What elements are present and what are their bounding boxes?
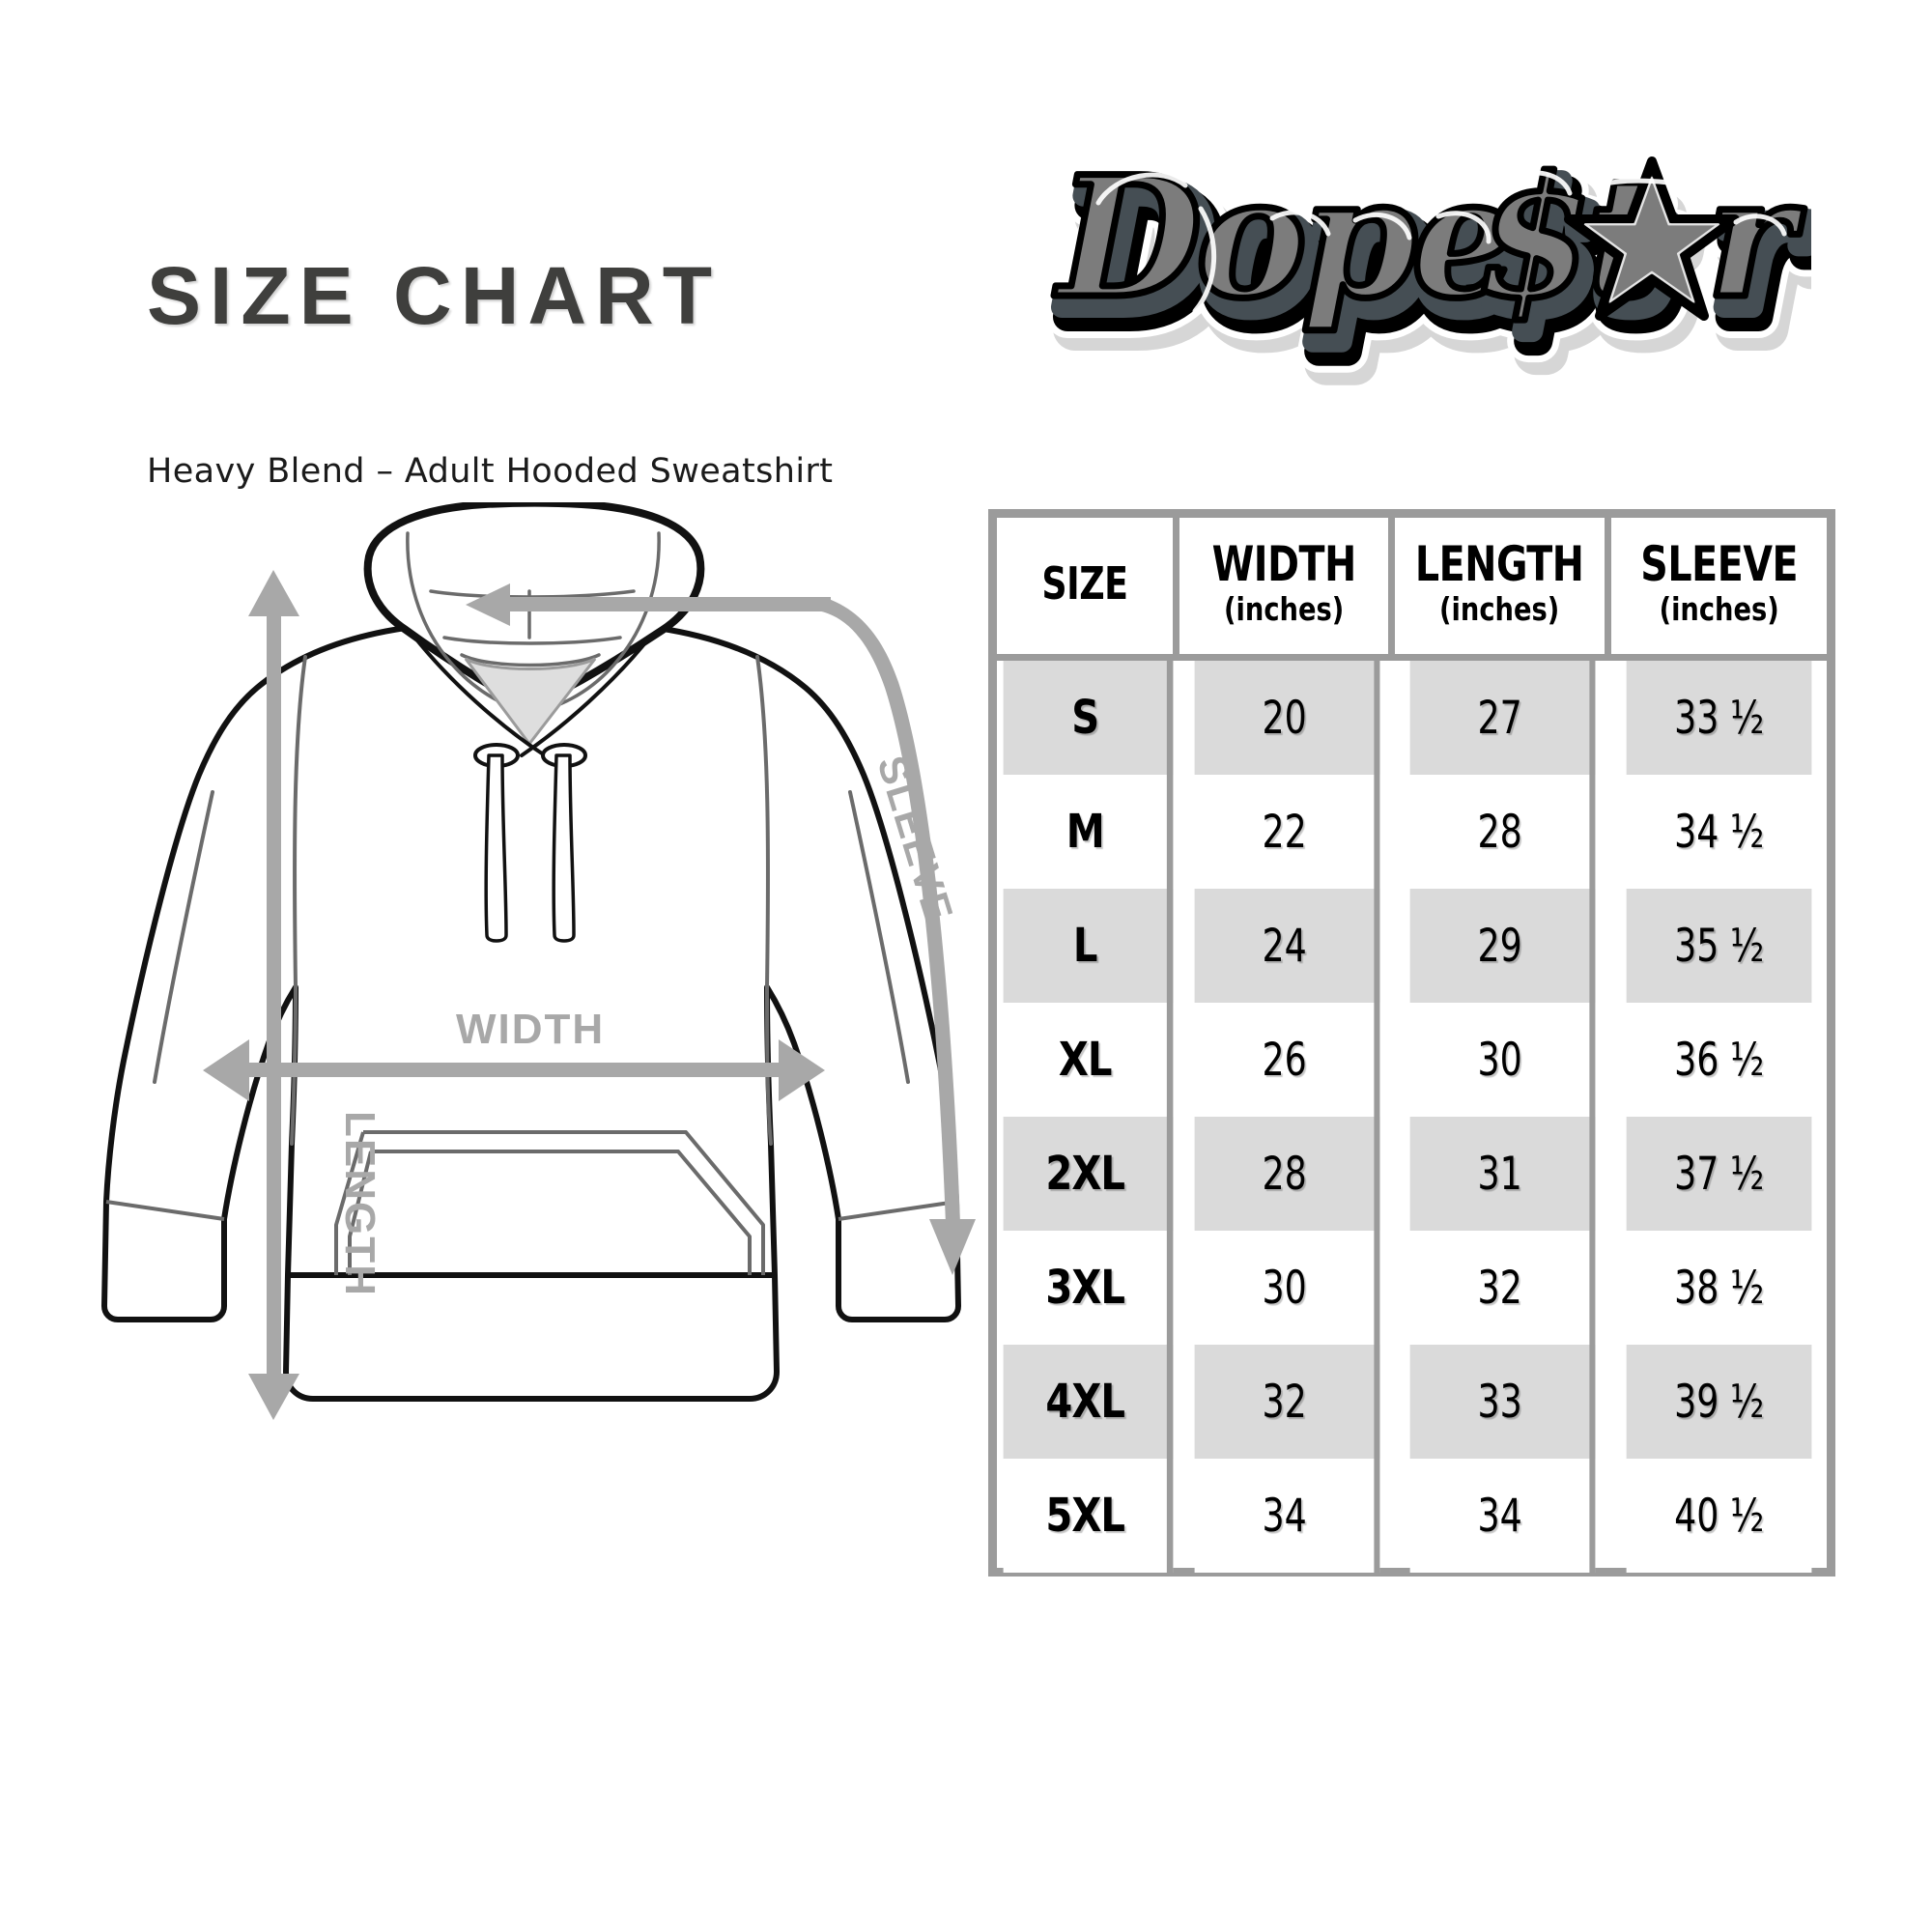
cell-size: 5XL — [1003, 1459, 1174, 1573]
cell-sleeve: 33 ½ — [1626, 661, 1812, 775]
width-label: WIDTH — [456, 1006, 605, 1053]
dope-star-logo: Dope $t r — [1048, 114, 1811, 404]
cell-length: 34 — [1409, 1459, 1596, 1573]
header-main-length: LENGTH — [1415, 536, 1584, 593]
table-row: S 20 27 33 ½ — [997, 661, 1827, 775]
column-header-sleeve: SLEEVE (inches) — [1610, 518, 1827, 661]
header-sub-width: (inches) — [1224, 590, 1345, 629]
cell-width: 34 — [1194, 1459, 1380, 1573]
cell-length: 27 — [1409, 661, 1596, 775]
table-row: 3XL 30 32 38 ½ — [997, 1231, 1827, 1345]
cell-sleeve: 38 ½ — [1626, 1231, 1812, 1345]
cell-sleeve: 37 ½ — [1626, 1117, 1812, 1231]
cell-width: 26 — [1194, 1003, 1380, 1117]
cell-length: 30 — [1409, 1003, 1596, 1117]
cell-width: 24 — [1194, 889, 1380, 1003]
table-row: 2XL 28 31 37 ½ — [997, 1117, 1827, 1231]
length-label: LENGTH — [336, 1111, 384, 1297]
cell-width: 20 — [1194, 661, 1380, 775]
header-main-size: SIZE — [1041, 557, 1128, 611]
cell-length: 32 — [1409, 1231, 1596, 1345]
table-row: L 24 29 35 ½ — [997, 889, 1827, 1003]
cell-width: 22 — [1194, 775, 1380, 889]
cell-size: 3XL — [1003, 1231, 1174, 1345]
header-main-sleeve: SLEEVE — [1639, 536, 1798, 593]
cell-size: 4XL — [1003, 1345, 1174, 1459]
page-title: SIZE CHART — [147, 250, 721, 341]
cell-length: 28 — [1409, 775, 1596, 889]
cell-size: M — [1003, 775, 1174, 889]
header-sub-sleeve: (inches) — [1659, 590, 1779, 629]
column-header-length: LENGTH (inches) — [1395, 518, 1611, 661]
length-measure — [248, 570, 299, 1420]
cell-length: 33 — [1409, 1345, 1596, 1459]
cell-length: 31 — [1409, 1117, 1596, 1231]
table-row: 5XL 34 34 40 ½ — [997, 1459, 1827, 1573]
size-table-container: SIZE WIDTH (inches) LENGTH (inches) SLEE… — [988, 509, 1835, 1577]
table-header-row: SIZE WIDTH (inches) LENGTH (inches) SLEE… — [997, 518, 1827, 661]
table-row: 4XL 32 33 39 ½ — [997, 1345, 1827, 1459]
cell-width: 32 — [1194, 1345, 1380, 1459]
page-subtitle: Heavy Blend – Adult Hooded Sweatshirt — [147, 452, 834, 491]
cell-size: L — [1003, 889, 1174, 1003]
cell-sleeve: 34 ½ — [1626, 775, 1812, 889]
table-row: XL 26 30 36 ½ — [997, 1003, 1827, 1117]
cell-sleeve: 40 ½ — [1626, 1459, 1812, 1573]
hoodie-diagram: WIDTH LENGTH SLEEVE — [87, 502, 976, 1594]
header-main-width: WIDTH — [1211, 536, 1357, 593]
cell-width: 28 — [1194, 1117, 1380, 1231]
column-header-size: SIZE — [997, 518, 1179, 661]
column-header-width: WIDTH (inches) — [1179, 518, 1396, 661]
cell-width: 30 — [1194, 1231, 1380, 1345]
header-sub-length: (inches) — [1439, 590, 1560, 629]
cell-sleeve: 39 ½ — [1626, 1345, 1812, 1459]
cell-size: XL — [1003, 1003, 1174, 1117]
sleeve-measure — [466, 583, 976, 1275]
size-table: SIZE WIDTH (inches) LENGTH (inches) SLEE… — [997, 518, 1827, 1573]
cell-length: 29 — [1409, 889, 1596, 1003]
cell-sleeve: 35 ½ — [1626, 889, 1812, 1003]
table-row: M 22 28 34 ½ — [997, 775, 1827, 889]
cell-sleeve: 36 ½ — [1626, 1003, 1812, 1117]
cell-size: 2XL — [1003, 1117, 1174, 1231]
cell-size: S — [1003, 661, 1174, 775]
